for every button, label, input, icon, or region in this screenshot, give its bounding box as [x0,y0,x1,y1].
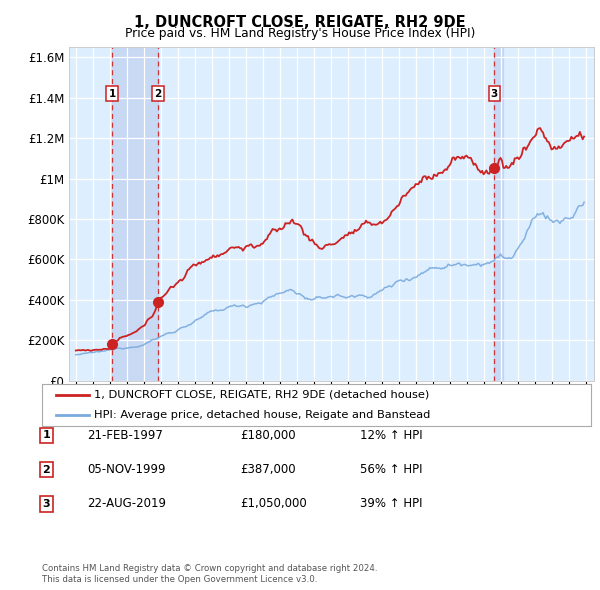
Text: £180,000: £180,000 [240,429,296,442]
Text: £387,000: £387,000 [240,463,296,476]
Text: £1,050,000: £1,050,000 [240,497,307,510]
Text: 56% ↑ HPI: 56% ↑ HPI [360,463,422,476]
Text: 39% ↑ HPI: 39% ↑ HPI [360,497,422,510]
Text: 05-NOV-1999: 05-NOV-1999 [87,463,166,476]
Text: 1: 1 [109,88,116,99]
Text: 12% ↑ HPI: 12% ↑ HPI [360,429,422,442]
Text: HPI: Average price, detached house, Reigate and Banstead: HPI: Average price, detached house, Reig… [94,409,431,419]
Text: 3: 3 [43,499,50,509]
Text: 21-FEB-1997: 21-FEB-1997 [87,429,163,442]
Text: 22-AUG-2019: 22-AUG-2019 [87,497,166,510]
Text: 2: 2 [154,88,161,99]
Text: 1: 1 [43,431,50,440]
Text: 3: 3 [491,88,498,99]
Text: 2: 2 [43,465,50,474]
Text: 1, DUNCROFT CLOSE, REIGATE, RH2 9DE: 1, DUNCROFT CLOSE, REIGATE, RH2 9DE [134,15,466,30]
Bar [112,47,158,381]
Text: 1, DUNCROFT CLOSE, REIGATE, RH2 9DE (detached house): 1, DUNCROFT CLOSE, REIGATE, RH2 9DE (det… [94,390,430,400]
Text: Contains HM Land Registry data © Crown copyright and database right 2024.: Contains HM Land Registry data © Crown c… [42,565,377,573]
Text: Price paid vs. HM Land Registry's House Price Index (HPI): Price paid vs. HM Land Registry's House … [125,27,475,40]
Text: This data is licensed under the Open Government Licence v3.0.: This data is licensed under the Open Gov… [42,575,317,584]
Bar [494,47,503,381]
